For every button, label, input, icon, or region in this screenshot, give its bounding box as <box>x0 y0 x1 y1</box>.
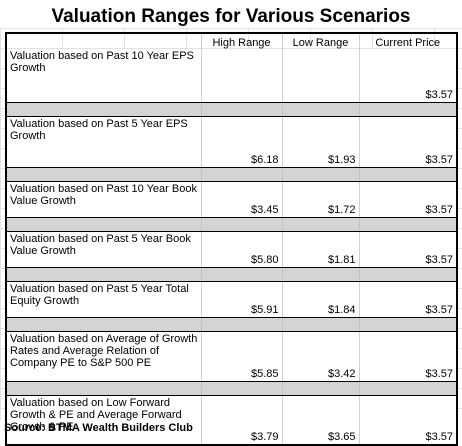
separator-row <box>5 102 458 117</box>
current-price-value: $3.57 <box>358 231 458 268</box>
table-row: Valuation based on Past 10 Year EPS Grow… <box>5 49 458 103</box>
row-label: Valuation based on Past 10 Year EPS Grow… <box>5 49 201 103</box>
row-label: Valuation based on Past 5 Year Book Valu… <box>5 231 201 268</box>
separator-row <box>5 317 458 332</box>
row-label: Valuation based on Low Forward Growth & … <box>5 395 201 446</box>
table-row: Valuation based on Past 5 Year Book Valu… <box>5 231 458 268</box>
current-price-value: $3.57 <box>358 331 458 382</box>
source-note: Source: BTMA Wealth Builders Club <box>4 422 193 434</box>
low-range-value: $3.42 <box>281 331 359 382</box>
separator-row <box>5 381 458 396</box>
row-label: Valuation based on Past 5 Year Total Equ… <box>5 281 201 318</box>
high-range-value: $3.45 <box>200 181 282 218</box>
row-label: Valuation based on Average of Growth Rat… <box>5 331 201 382</box>
low-range-value: $3.65 <box>281 395 359 446</box>
table-row: Valuation based on Low Forward Growth & … <box>5 395 458 446</box>
valuation-table: High Range Low Range Current Price Valua… <box>5 32 458 446</box>
high-range-value: $3.79 <box>200 395 282 446</box>
header-high-range: High Range <box>200 32 282 49</box>
low-range-value <box>281 49 359 103</box>
separator-row <box>5 217 458 232</box>
header-label <box>5 32 201 49</box>
low-range-value: $1.84 <box>281 281 359 318</box>
high-range-value: $6.18 <box>200 116 282 168</box>
low-range-value: $1.93 <box>281 116 359 168</box>
row-label: Valuation based on Past 10 Year Book Val… <box>5 181 201 218</box>
high-range-value: $5.80 <box>200 231 282 268</box>
separator-row <box>5 167 458 182</box>
current-price-value: $3.57 <box>358 181 458 218</box>
page-title: Valuation Ranges for Various Scenarios <box>51 6 411 27</box>
current-price-value: $3.57 <box>358 281 458 318</box>
row-label: Valuation based on Past 5 Year EPS Growt… <box>5 116 201 168</box>
high-range-value: $5.91 <box>200 281 282 318</box>
low-range-value: $1.81 <box>281 231 359 268</box>
table-row: Valuation based on Past 5 Year Total Equ… <box>5 281 458 318</box>
low-range-value: $1.72 <box>281 181 359 218</box>
header-low-range: Low Range <box>281 32 359 49</box>
table-row: Valuation based on Average of Growth Rat… <box>5 331 458 382</box>
separator-row <box>5 267 458 282</box>
table-row: Valuation based on Past 10 Year Book Val… <box>5 181 458 218</box>
header-row: High Range Low Range Current Price <box>5 32 458 49</box>
table-row: Valuation based on Past 5 Year EPS Growt… <box>5 116 458 168</box>
current-price-value: $3.57 <box>358 116 458 168</box>
high-range-value: $5.85 <box>200 331 282 382</box>
current-price-value: $3.57 <box>358 49 458 103</box>
high-range-value <box>200 49 282 103</box>
header-current-price: Current Price <box>358 32 458 49</box>
current-price-value: $3.57 <box>358 395 458 446</box>
